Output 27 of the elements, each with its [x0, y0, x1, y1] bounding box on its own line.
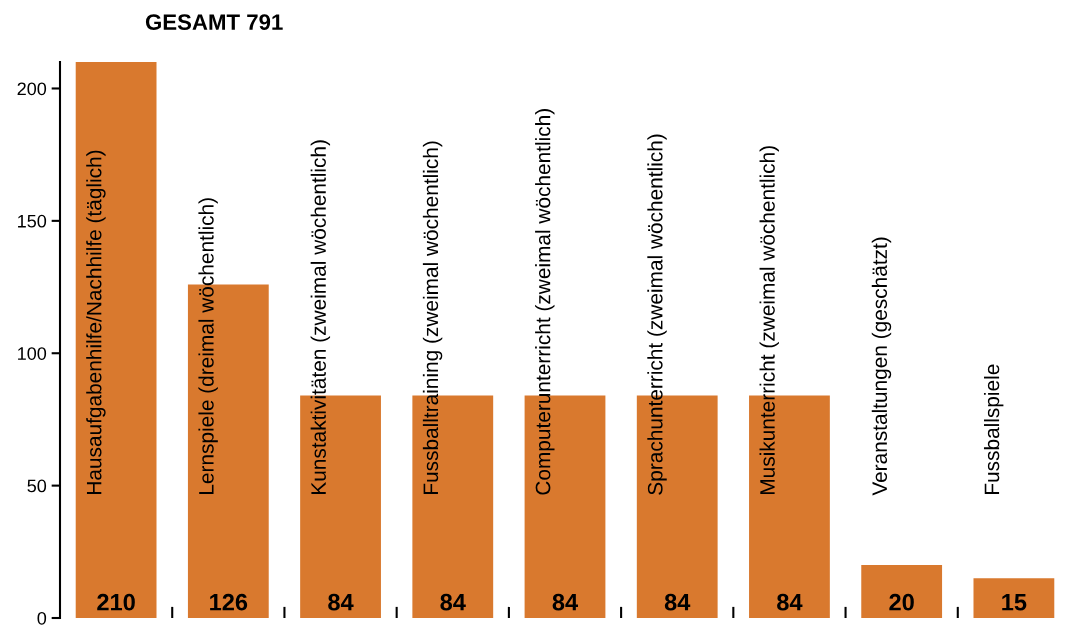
y-tick-label: 100: [18, 347, 47, 360]
data-label: 15: [1002, 594, 1027, 611]
y-tick-label: 150: [18, 214, 47, 228]
y-tick-label: 0: [37, 611, 47, 625]
y-tick-label: 50: [27, 479, 47, 493]
data-label: 210: [97, 593, 135, 611]
bar: [861, 565, 943, 618]
data-label: 84: [328, 593, 354, 611]
x-tick-label: Veranstaltungen (geschätzt): [871, 237, 892, 496]
bar: [973, 578, 1055, 618]
x-tick-label: Kunstaktivitäten (zweimal wöchentlich): [310, 140, 331, 494]
data-label: 84: [664, 593, 691, 611]
x-tick-label: Musikunterricht (zweimal wöchentlich): [759, 146, 779, 494]
data-label: 84: [440, 593, 466, 611]
y-tick-label: 200: [17, 82, 47, 96]
data-label: 20: [889, 593, 914, 611]
x-tick-label: Computerunterricht (zweimal wöchentlich): [535, 109, 555, 495]
x-tick-label: Hausaufgabenhilfe/Nachhilfe (täglich): [86, 150, 106, 494]
x-tick-label: Lernspiele (dreimal wöchentlich): [198, 198, 218, 494]
data-label: 126: [210, 593, 248, 611]
chart-title: GESAMT 791: [145, 14, 283, 30]
data-label: 84: [552, 593, 579, 611]
x-tick-label: Fussballtraining (zweimal wöchentlich): [422, 141, 443, 494]
bar: [75, 62, 157, 618]
x-tick-label: Fussballspiele: [983, 364, 1004, 494]
data-label: 84: [777, 593, 803, 611]
x-tick-label: Sprachunterricht (zweimal wöchentlich): [647, 134, 667, 495]
